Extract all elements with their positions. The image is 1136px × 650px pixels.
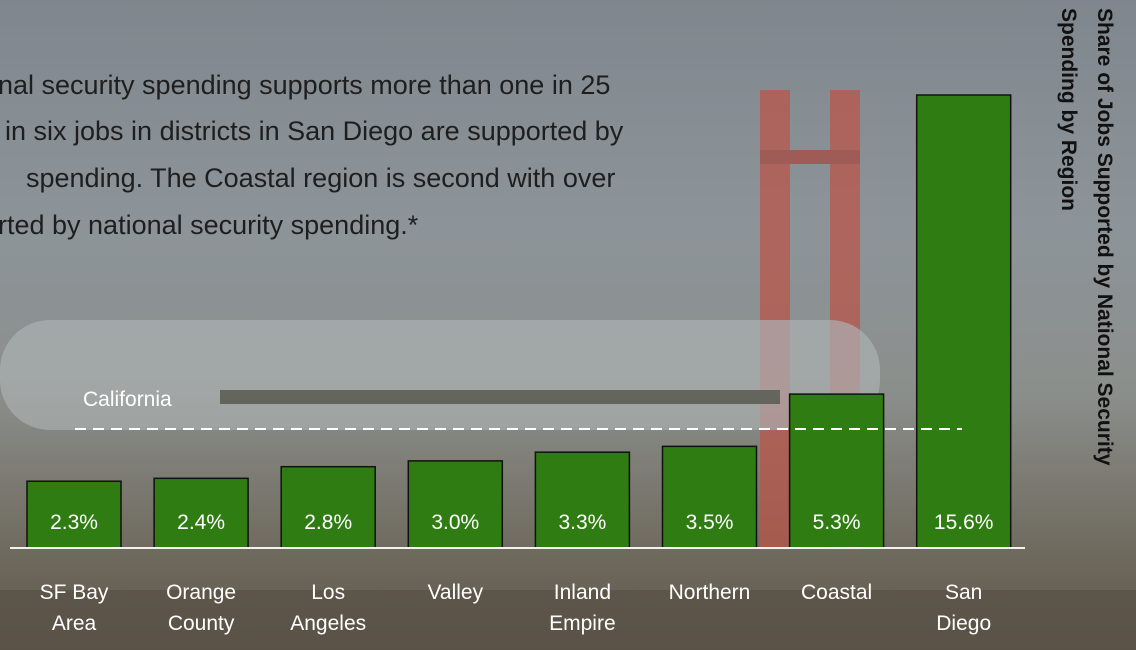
x-tick-label: Coastal bbox=[800, 581, 873, 604]
bar bbox=[153, 477, 249, 549]
value-label: 3.5% bbox=[686, 511, 734, 534]
value-label: 3.0% bbox=[431, 511, 479, 534]
x-tick-label: SF Bay Area bbox=[39, 581, 109, 635]
bar bbox=[915, 94, 1012, 549]
bar bbox=[280, 465, 376, 549]
chart-title: Share of Jobs Supported by National Secu… bbox=[1057, 8, 1116, 466]
bridge-beam bbox=[760, 150, 860, 164]
bar bbox=[534, 451, 631, 549]
value-label: 2.3% bbox=[50, 511, 98, 534]
x-tick-label: Los Angeles bbox=[290, 581, 367, 635]
x-tick-label: Orange County bbox=[166, 581, 237, 635]
value-label: 15.6% bbox=[934, 511, 994, 534]
ground bbox=[0, 590, 1136, 650]
reference-label: California bbox=[83, 388, 172, 411]
x-tick-label: Northern bbox=[668, 581, 751, 604]
x-tick-label: Valley bbox=[427, 581, 484, 604]
bar bbox=[788, 393, 885, 549]
value-label: 3.3% bbox=[558, 511, 606, 534]
bar bbox=[26, 480, 122, 549]
note-line: rted by national security spending.* bbox=[0, 210, 419, 240]
x-tick-label: San Diego bbox=[936, 581, 992, 635]
note-line: in six jobs in districts in San Diego ar… bbox=[5, 116, 624, 146]
value-label: 2.4% bbox=[177, 511, 225, 534]
bar bbox=[407, 460, 504, 549]
note-line: nal security spending supports more than… bbox=[0, 70, 611, 100]
background-photo bbox=[0, 90, 1136, 650]
x-tick-label: Inland Empire bbox=[549, 581, 616, 635]
note-line: spending. The Coastal region is second w… bbox=[26, 163, 616, 193]
value-label: 2.8% bbox=[304, 511, 352, 534]
rail bbox=[220, 390, 780, 404]
value-label: 5.3% bbox=[813, 511, 861, 534]
bar bbox=[661, 445, 758, 549]
tube bbox=[0, 320, 880, 430]
